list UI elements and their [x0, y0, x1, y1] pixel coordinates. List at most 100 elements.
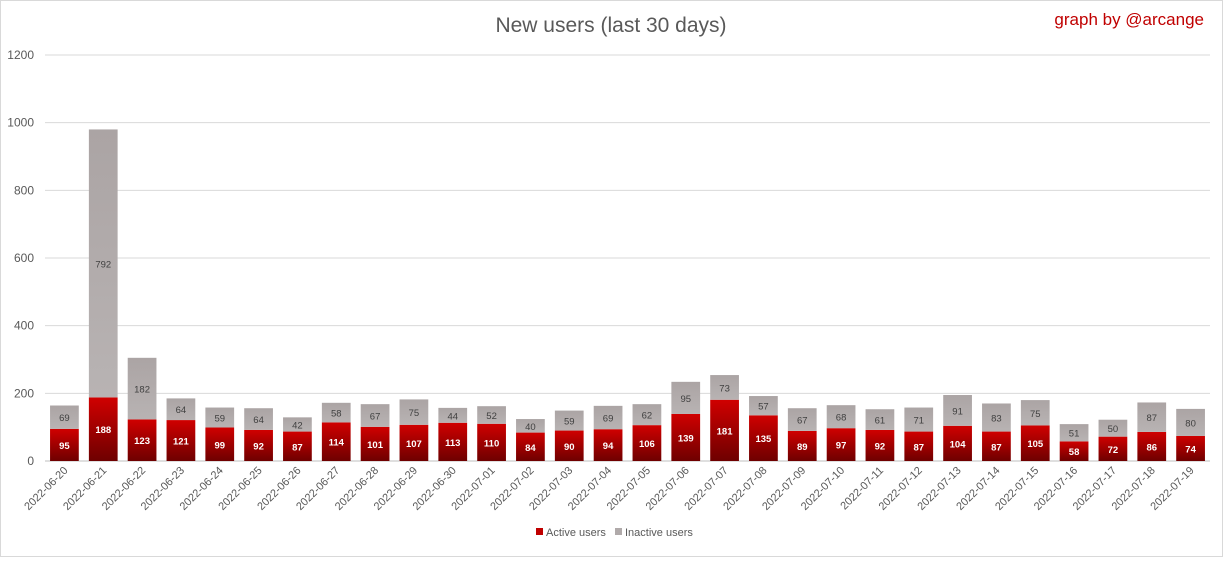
data-label-active: 110 [484, 438, 499, 449]
data-label-active: 87 [913, 442, 924, 453]
gridlines [45, 54, 1210, 462]
data-label-inactive: 182 [134, 385, 150, 396]
bar-active-users [1137, 431, 1167, 461]
y-tick-label: 1200 [7, 48, 34, 62]
bars [50, 129, 1205, 461]
data-label-inactive: 52 [486, 411, 497, 422]
data-label-active: 135 [755, 434, 772, 445]
data-label-active: 72 [1108, 445, 1119, 456]
data-label-inactive: 44 [447, 411, 458, 422]
data-label-inactive: 87 [1146, 413, 1157, 424]
bar-inactive-users [1059, 424, 1089, 442]
bar-active-users [710, 399, 739, 461]
data-label-inactive: 95 [680, 394, 691, 405]
bar-inactive-users [244, 408, 273, 430]
data-label-active: 113 [445, 438, 460, 449]
data-label-active: 87 [991, 442, 1002, 453]
bar-active-users [50, 428, 79, 461]
bar-active-users [632, 425, 662, 461]
bar-active-users [205, 427, 235, 461]
legend-label: Inactive users [625, 527, 693, 539]
data-label-inactive: 792 [95, 259, 111, 270]
data-label-inactive: 83 [991, 414, 1002, 425]
data-label-inactive: 67 [797, 416, 808, 427]
bar-inactive-users [710, 375, 739, 400]
bar-active-users [399, 424, 429, 461]
legend-label: Active users [546, 527, 606, 539]
data-label-active: 181 [717, 426, 734, 437]
data-label-active: 106 [639, 439, 655, 450]
bar-active-users [787, 430, 817, 461]
data-label-inactive: 57 [758, 402, 769, 413]
bar-active-users [1176, 435, 1205, 461]
data-label-inactive: 40 [525, 422, 536, 433]
data-label-active: 58 [1069, 447, 1080, 458]
data-label-inactive: 50 [1108, 424, 1119, 435]
data-label-inactive: 75 [409, 408, 420, 419]
bar-active-users [943, 425, 972, 461]
watermark-text: graph by @arcange [1054, 10, 1204, 29]
bar-inactive-users [1098, 419, 1128, 437]
bar-active-users [321, 422, 351, 461]
bar-active-users [283, 431, 312, 461]
data-labels: 95 69 188 792 123 182 121 64 99 59 92 64 87 42 114 58 10… [59, 259, 1196, 458]
bar-inactive-users [826, 405, 856, 429]
data-label-inactive: 69 [59, 413, 70, 424]
bar-inactive-users [1020, 400, 1050, 426]
y-axis-ticks: 0 200 400 600 800 1000 1200 [7, 48, 34, 468]
data-label-inactive: 59 [564, 417, 575, 428]
bar-inactive-users [438, 407, 468, 423]
data-label-active: 105 [1027, 439, 1044, 450]
data-label-active: 139 [678, 433, 694, 444]
data-label-active: 95 [59, 441, 70, 452]
data-label-inactive: 64 [253, 415, 264, 426]
bar-inactive-users [787, 408, 817, 431]
data-label-active: 114 [329, 438, 345, 449]
data-label-inactive: 51 [1069, 429, 1080, 440]
bar-active-users [982, 431, 1011, 461]
bar-inactive-users [399, 399, 429, 425]
data-label-inactive: 80 [1185, 418, 1196, 429]
bar-active-users [477, 423, 506, 461]
y-tick-label: 800 [14, 183, 34, 197]
bar-active-users [516, 432, 545, 461]
bar-inactive-users [477, 406, 506, 424]
bar-inactive-users [88, 129, 118, 398]
data-label-active: 87 [292, 442, 303, 453]
data-label-active: 92 [253, 441, 264, 452]
bar-active-users [1059, 441, 1089, 461]
chart-title: New users (last 30 days) [495, 14, 726, 37]
bar-inactive-users [127, 357, 157, 420]
data-label-inactive: 91 [952, 406, 963, 417]
bar-active-users [438, 422, 468, 461]
bar-active-users [904, 431, 934, 461]
data-label-inactive: 64 [176, 405, 187, 416]
data-label-active: 74 [1185, 444, 1196, 455]
legend-swatch [615, 528, 622, 535]
data-label-inactive: 62 [642, 411, 653, 422]
bar-inactive-users [904, 407, 934, 432]
legend-swatch [536, 528, 543, 535]
bar-active-users [1020, 425, 1050, 461]
data-label-active: 107 [406, 439, 422, 450]
y-tick-label: 400 [14, 319, 34, 333]
y-tick-label: 0 [27, 454, 34, 468]
bar-active-users [244, 429, 273, 461]
bar-inactive-users [632, 404, 662, 426]
data-label-inactive: 73 [719, 383, 730, 394]
bar-inactive-users [943, 395, 972, 426]
y-tick-label: 1000 [7, 116, 34, 130]
data-label-inactive: 58 [331, 409, 342, 420]
legend: Active users Inactive users [536, 527, 693, 539]
data-label-active: 97 [836, 441, 847, 452]
data-label-active: 99 [214, 440, 225, 451]
bar-inactive-users [982, 403, 1011, 432]
data-label-active: 101 [367, 440, 384, 451]
data-label-active: 188 [95, 425, 111, 436]
bar-inactive-users [283, 417, 312, 432]
bar-inactive-users [516, 419, 545, 433]
bar-active-users [166, 420, 196, 461]
